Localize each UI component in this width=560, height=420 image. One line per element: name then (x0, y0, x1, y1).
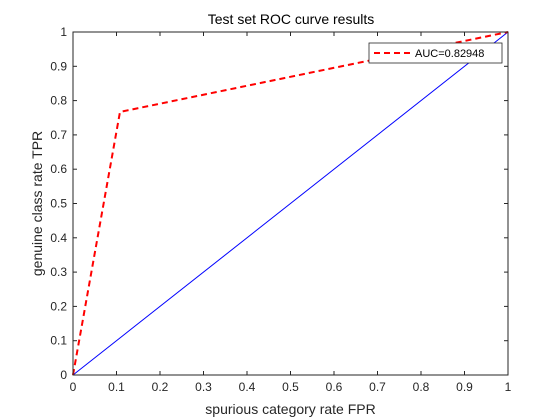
ticks-layer: 0 0.1 0.2 0.3 0.4 0.5 0.6 0.7 0.8 0.9 1 0 0.1 0.2 0.3 0… (50, 25, 511, 394)
x-tick-label: 0.8 (413, 380, 430, 394)
y-tick-label: 0.3 (50, 265, 67, 279)
y-tick-label: 0.9 (50, 59, 67, 73)
x-tick-label: 0.6 (326, 380, 343, 394)
x-axis-title: spurious category rate FPR (205, 401, 375, 417)
x-tick-label: 0.7 (369, 380, 386, 394)
x-tick-label: 0.3 (195, 380, 212, 394)
y-tick-label: 0.5 (50, 197, 67, 211)
y-tick-label: 1 (60, 25, 67, 39)
y-tick-label: 0.6 (50, 162, 67, 176)
y-tick-label: 0.7 (50, 128, 67, 142)
y-tick-label: 0.4 (50, 231, 67, 245)
y-tick-label: 0 (60, 368, 67, 382)
legend: AUC=0.82948 (368, 42, 503, 64)
legend-box (368, 42, 503, 64)
y-tick-label: 0.8 (50, 94, 67, 108)
y-axis-title: genuine class rate TPR (29, 131, 45, 276)
legend-label: AUC=0.82948 (415, 48, 484, 60)
y-tick-label: 0.2 (50, 299, 67, 313)
chart-title: Test set ROC curve results (208, 11, 375, 27)
x-tick-label: 0.2 (152, 380, 169, 394)
x-tick-label: 0 (70, 380, 77, 394)
x-tick-label: 0.5 (282, 380, 299, 394)
x-tick-label: 1 (505, 380, 512, 394)
chance-diagonal-line (72, 31, 509, 376)
x-tick-label: 0.1 (108, 380, 125, 394)
x-tick-label: 0.9 (456, 380, 473, 394)
x-tick-label: 0.4 (239, 380, 256, 394)
y-tick-label: 0.1 (50, 334, 67, 348)
